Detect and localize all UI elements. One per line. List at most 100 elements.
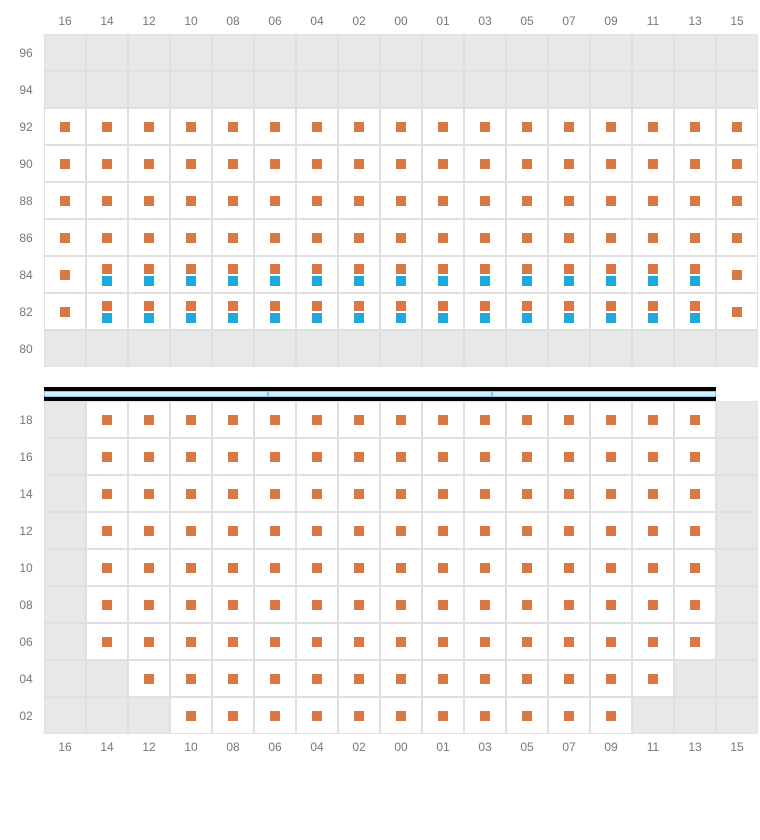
seat-cell[interactable] bbox=[464, 401, 506, 438]
seat-cell[interactable] bbox=[506, 697, 548, 734]
seat-cell[interactable] bbox=[86, 401, 128, 438]
seat-cell[interactable] bbox=[86, 108, 128, 145]
seat-cell[interactable] bbox=[464, 438, 506, 475]
seat-cell[interactable] bbox=[548, 623, 590, 660]
seat-cell[interactable] bbox=[674, 623, 716, 660]
seat-cell[interactable] bbox=[380, 475, 422, 512]
seat-cell[interactable] bbox=[212, 145, 254, 182]
seat-cell[interactable] bbox=[212, 438, 254, 475]
seat-cell[interactable] bbox=[296, 182, 338, 219]
seat-cell[interactable] bbox=[590, 512, 632, 549]
seat-cell[interactable] bbox=[170, 108, 212, 145]
seat-cell[interactable] bbox=[506, 623, 548, 660]
seat-cell[interactable] bbox=[296, 108, 338, 145]
seat-cell[interactable] bbox=[44, 219, 86, 256]
seat-cell[interactable] bbox=[506, 293, 548, 330]
seat-cell[interactable] bbox=[548, 475, 590, 512]
seat-cell[interactable] bbox=[464, 660, 506, 697]
seat-cell[interactable] bbox=[338, 660, 380, 697]
seat-cell[interactable] bbox=[548, 219, 590, 256]
seat-cell[interactable] bbox=[548, 293, 590, 330]
seat-cell[interactable] bbox=[170, 182, 212, 219]
seat-cell[interactable] bbox=[422, 623, 464, 660]
seat-cell[interactable] bbox=[548, 512, 590, 549]
seat-cell[interactable] bbox=[674, 549, 716, 586]
seat-cell[interactable] bbox=[464, 219, 506, 256]
seat-cell[interactable] bbox=[548, 256, 590, 293]
seat-cell[interactable] bbox=[338, 293, 380, 330]
seat-cell[interactable] bbox=[128, 475, 170, 512]
seat-cell[interactable] bbox=[296, 145, 338, 182]
seat-cell[interactable] bbox=[380, 219, 422, 256]
seat-cell[interactable] bbox=[338, 438, 380, 475]
seat-cell[interactable] bbox=[716, 108, 758, 145]
seat-cell[interactable] bbox=[254, 401, 296, 438]
seat-cell[interactable] bbox=[212, 697, 254, 734]
seat-cell[interactable] bbox=[506, 586, 548, 623]
seat-cell[interactable] bbox=[632, 219, 674, 256]
seat-cell[interactable] bbox=[716, 182, 758, 219]
seat-cell[interactable] bbox=[632, 293, 674, 330]
seat-cell[interactable] bbox=[212, 475, 254, 512]
seat-cell[interactable] bbox=[128, 660, 170, 697]
seat-cell[interactable] bbox=[44, 108, 86, 145]
seat-cell[interactable] bbox=[128, 549, 170, 586]
seat-cell[interactable] bbox=[86, 512, 128, 549]
seat-cell[interactable] bbox=[338, 586, 380, 623]
seat-cell[interactable] bbox=[380, 586, 422, 623]
seat-cell[interactable] bbox=[464, 182, 506, 219]
seat-cell[interactable] bbox=[506, 660, 548, 697]
seat-cell[interactable] bbox=[212, 401, 254, 438]
seat-cell[interactable] bbox=[506, 219, 548, 256]
seat-cell[interactable] bbox=[254, 256, 296, 293]
seat-cell[interactable] bbox=[128, 145, 170, 182]
seat-cell[interactable] bbox=[296, 293, 338, 330]
seat-cell[interactable] bbox=[422, 512, 464, 549]
seat-cell[interactable] bbox=[212, 660, 254, 697]
seat-cell[interactable] bbox=[422, 182, 464, 219]
seat-cell[interactable] bbox=[464, 623, 506, 660]
seat-cell[interactable] bbox=[632, 549, 674, 586]
seat-cell[interactable] bbox=[422, 145, 464, 182]
seat-cell[interactable] bbox=[254, 182, 296, 219]
seat-cell[interactable] bbox=[44, 145, 86, 182]
seat-cell[interactable] bbox=[674, 108, 716, 145]
seat-cell[interactable] bbox=[380, 108, 422, 145]
seat-cell[interactable] bbox=[716, 293, 758, 330]
seat-cell[interactable] bbox=[422, 219, 464, 256]
seat-cell[interactable] bbox=[422, 256, 464, 293]
seat-cell[interactable] bbox=[128, 108, 170, 145]
seat-cell[interactable] bbox=[44, 256, 86, 293]
seat-cell[interactable] bbox=[506, 182, 548, 219]
seat-cell[interactable] bbox=[674, 401, 716, 438]
seat-cell[interactable] bbox=[170, 475, 212, 512]
seat-cell[interactable] bbox=[674, 293, 716, 330]
seat-cell[interactable] bbox=[338, 256, 380, 293]
seat-cell[interactable] bbox=[422, 401, 464, 438]
seat-cell[interactable] bbox=[380, 401, 422, 438]
seat-cell[interactable] bbox=[296, 219, 338, 256]
seat-cell[interactable] bbox=[338, 401, 380, 438]
seat-cell[interactable] bbox=[674, 256, 716, 293]
seat-cell[interactable] bbox=[590, 586, 632, 623]
seat-cell[interactable] bbox=[632, 401, 674, 438]
seat-cell[interactable] bbox=[422, 475, 464, 512]
seat-cell[interactable] bbox=[422, 438, 464, 475]
seat-cell[interactable] bbox=[170, 660, 212, 697]
seat-cell[interactable] bbox=[632, 438, 674, 475]
seat-cell[interactable] bbox=[716, 219, 758, 256]
seat-cell[interactable] bbox=[548, 697, 590, 734]
seat-cell[interactable] bbox=[170, 401, 212, 438]
seat-cell[interactable] bbox=[86, 145, 128, 182]
seat-cell[interactable] bbox=[548, 549, 590, 586]
seat-cell[interactable] bbox=[338, 182, 380, 219]
seat-cell[interactable] bbox=[338, 475, 380, 512]
seat-cell[interactable] bbox=[464, 586, 506, 623]
seat-cell[interactable] bbox=[338, 549, 380, 586]
seat-cell[interactable] bbox=[590, 108, 632, 145]
seat-cell[interactable] bbox=[590, 549, 632, 586]
seat-cell[interactable] bbox=[254, 623, 296, 660]
seat-cell[interactable] bbox=[464, 512, 506, 549]
seat-cell[interactable] bbox=[464, 108, 506, 145]
seat-cell[interactable] bbox=[674, 219, 716, 256]
